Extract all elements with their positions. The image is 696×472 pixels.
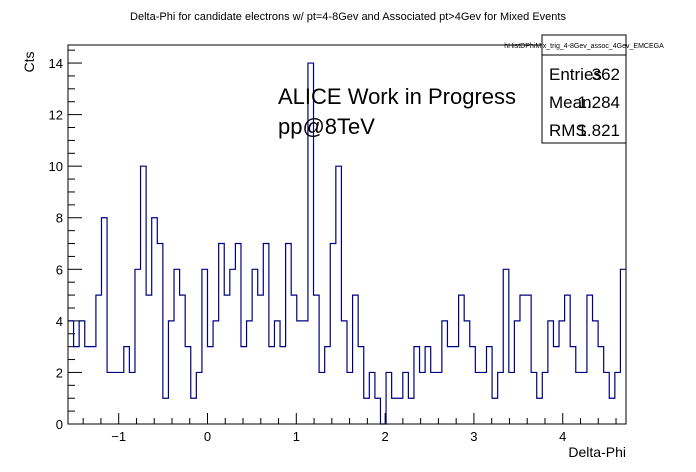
- stats-mean-value: 1.284: [577, 93, 620, 112]
- stats-rms-value: 1.821: [577, 121, 620, 140]
- x-axis-label: Delta-Phi: [568, 444, 626, 460]
- stats-entries-value: 362: [592, 65, 620, 84]
- x-tick-label: 2: [381, 429, 388, 444]
- histogram-line: [68, 62, 626, 425]
- stats-entries-label: Entries: [549, 65, 602, 84]
- x-tick-label: 1: [293, 429, 300, 444]
- chart-title: Delta-Phi for candidate electrons w/ pt=…: [130, 11, 566, 23]
- x-tick-label: 0: [204, 429, 211, 444]
- y-tick-label: 2: [56, 365, 63, 380]
- y-tick-label: 0: [56, 417, 63, 432]
- y-tick-label: 8: [56, 211, 63, 226]
- y-tick-label: 6: [56, 262, 63, 277]
- stats-box-frame: [541, 34, 627, 144]
- x-tick-label: −1: [111, 429, 126, 444]
- stats-box: hHistDPhiMix_trig_4-8Gev_assoc_4Gev_EMCE…: [504, 34, 664, 144]
- x-tick-label: 4: [559, 429, 566, 444]
- stats-rms-label: RMS: [549, 121, 587, 140]
- plot-frame: [67, 44, 627, 425]
- x-tick-label: 3: [470, 429, 477, 444]
- y-axis-label: Cts: [21, 52, 37, 73]
- y-tick-label: 12: [49, 108, 63, 123]
- stats-hist-name: hHistDPhiMix_trig_4-8Gev_assoc_4Gev_EMCE…: [504, 43, 664, 50]
- y-tick-label: 4: [56, 314, 63, 329]
- stats-mean-label: Mean: [549, 93, 592, 112]
- y-tick-label: 14: [49, 56, 63, 71]
- y-tick-label: 10: [49, 159, 63, 174]
- annotation-energy: pp@8TeV: [278, 114, 375, 139]
- annotation-alice: ALICE Work in Progress: [278, 84, 516, 109]
